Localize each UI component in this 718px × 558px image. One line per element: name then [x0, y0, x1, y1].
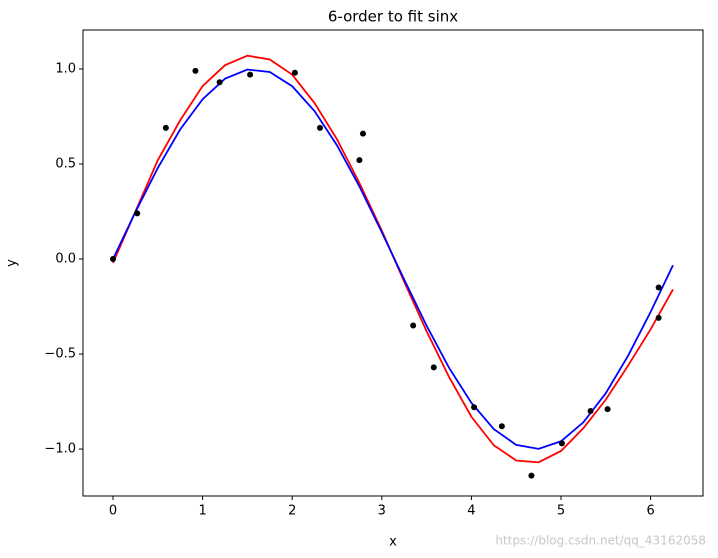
data-point: [356, 157, 363, 164]
data-point: [162, 124, 169, 131]
data-point: [192, 67, 199, 74]
data-point: [110, 256, 117, 263]
x-tick-label: 3: [378, 504, 386, 519]
y-tick-label: 0.0: [55, 252, 76, 267]
data-point: [316, 124, 323, 131]
data-point: [498, 423, 505, 430]
data-point: [359, 130, 366, 137]
x-axis-label: x: [389, 535, 397, 550]
y-tick-label: −0.5: [44, 347, 76, 362]
x-tick-label: 2: [288, 504, 296, 519]
y-tick-label: 1.0: [55, 61, 76, 76]
data-point: [134, 210, 141, 217]
data-point: [604, 406, 611, 413]
data-point: [655, 314, 662, 321]
data-point: [247, 71, 254, 78]
data-point: [528, 472, 535, 479]
data-point: [655, 284, 662, 291]
y-axis-label: y: [5, 259, 20, 267]
line: [112, 54, 674, 464]
data-point: [471, 404, 478, 411]
x-tick-label: 5: [557, 504, 565, 519]
chart-title: 6-order to fit sinx: [328, 8, 458, 26]
y-tick-label: 0.5: [55, 156, 76, 171]
data-point: [216, 79, 223, 86]
plot-frame: [82, 29, 704, 497]
x-tick-label: 1: [198, 504, 206, 519]
x-tick-label: 0: [109, 504, 117, 519]
data-point: [587, 408, 594, 415]
data-point: [291, 69, 298, 76]
watermark: https://blog.csdn.net/qq_43162058: [495, 534, 706, 548]
data-point: [430, 364, 437, 371]
data-point: [410, 322, 417, 329]
x-tick-label: 6: [646, 504, 654, 519]
y-tick-label: −1.0: [44, 442, 76, 457]
data-point: [558, 440, 565, 447]
line: [112, 68, 674, 450]
x-tick-label: 4: [467, 504, 475, 519]
